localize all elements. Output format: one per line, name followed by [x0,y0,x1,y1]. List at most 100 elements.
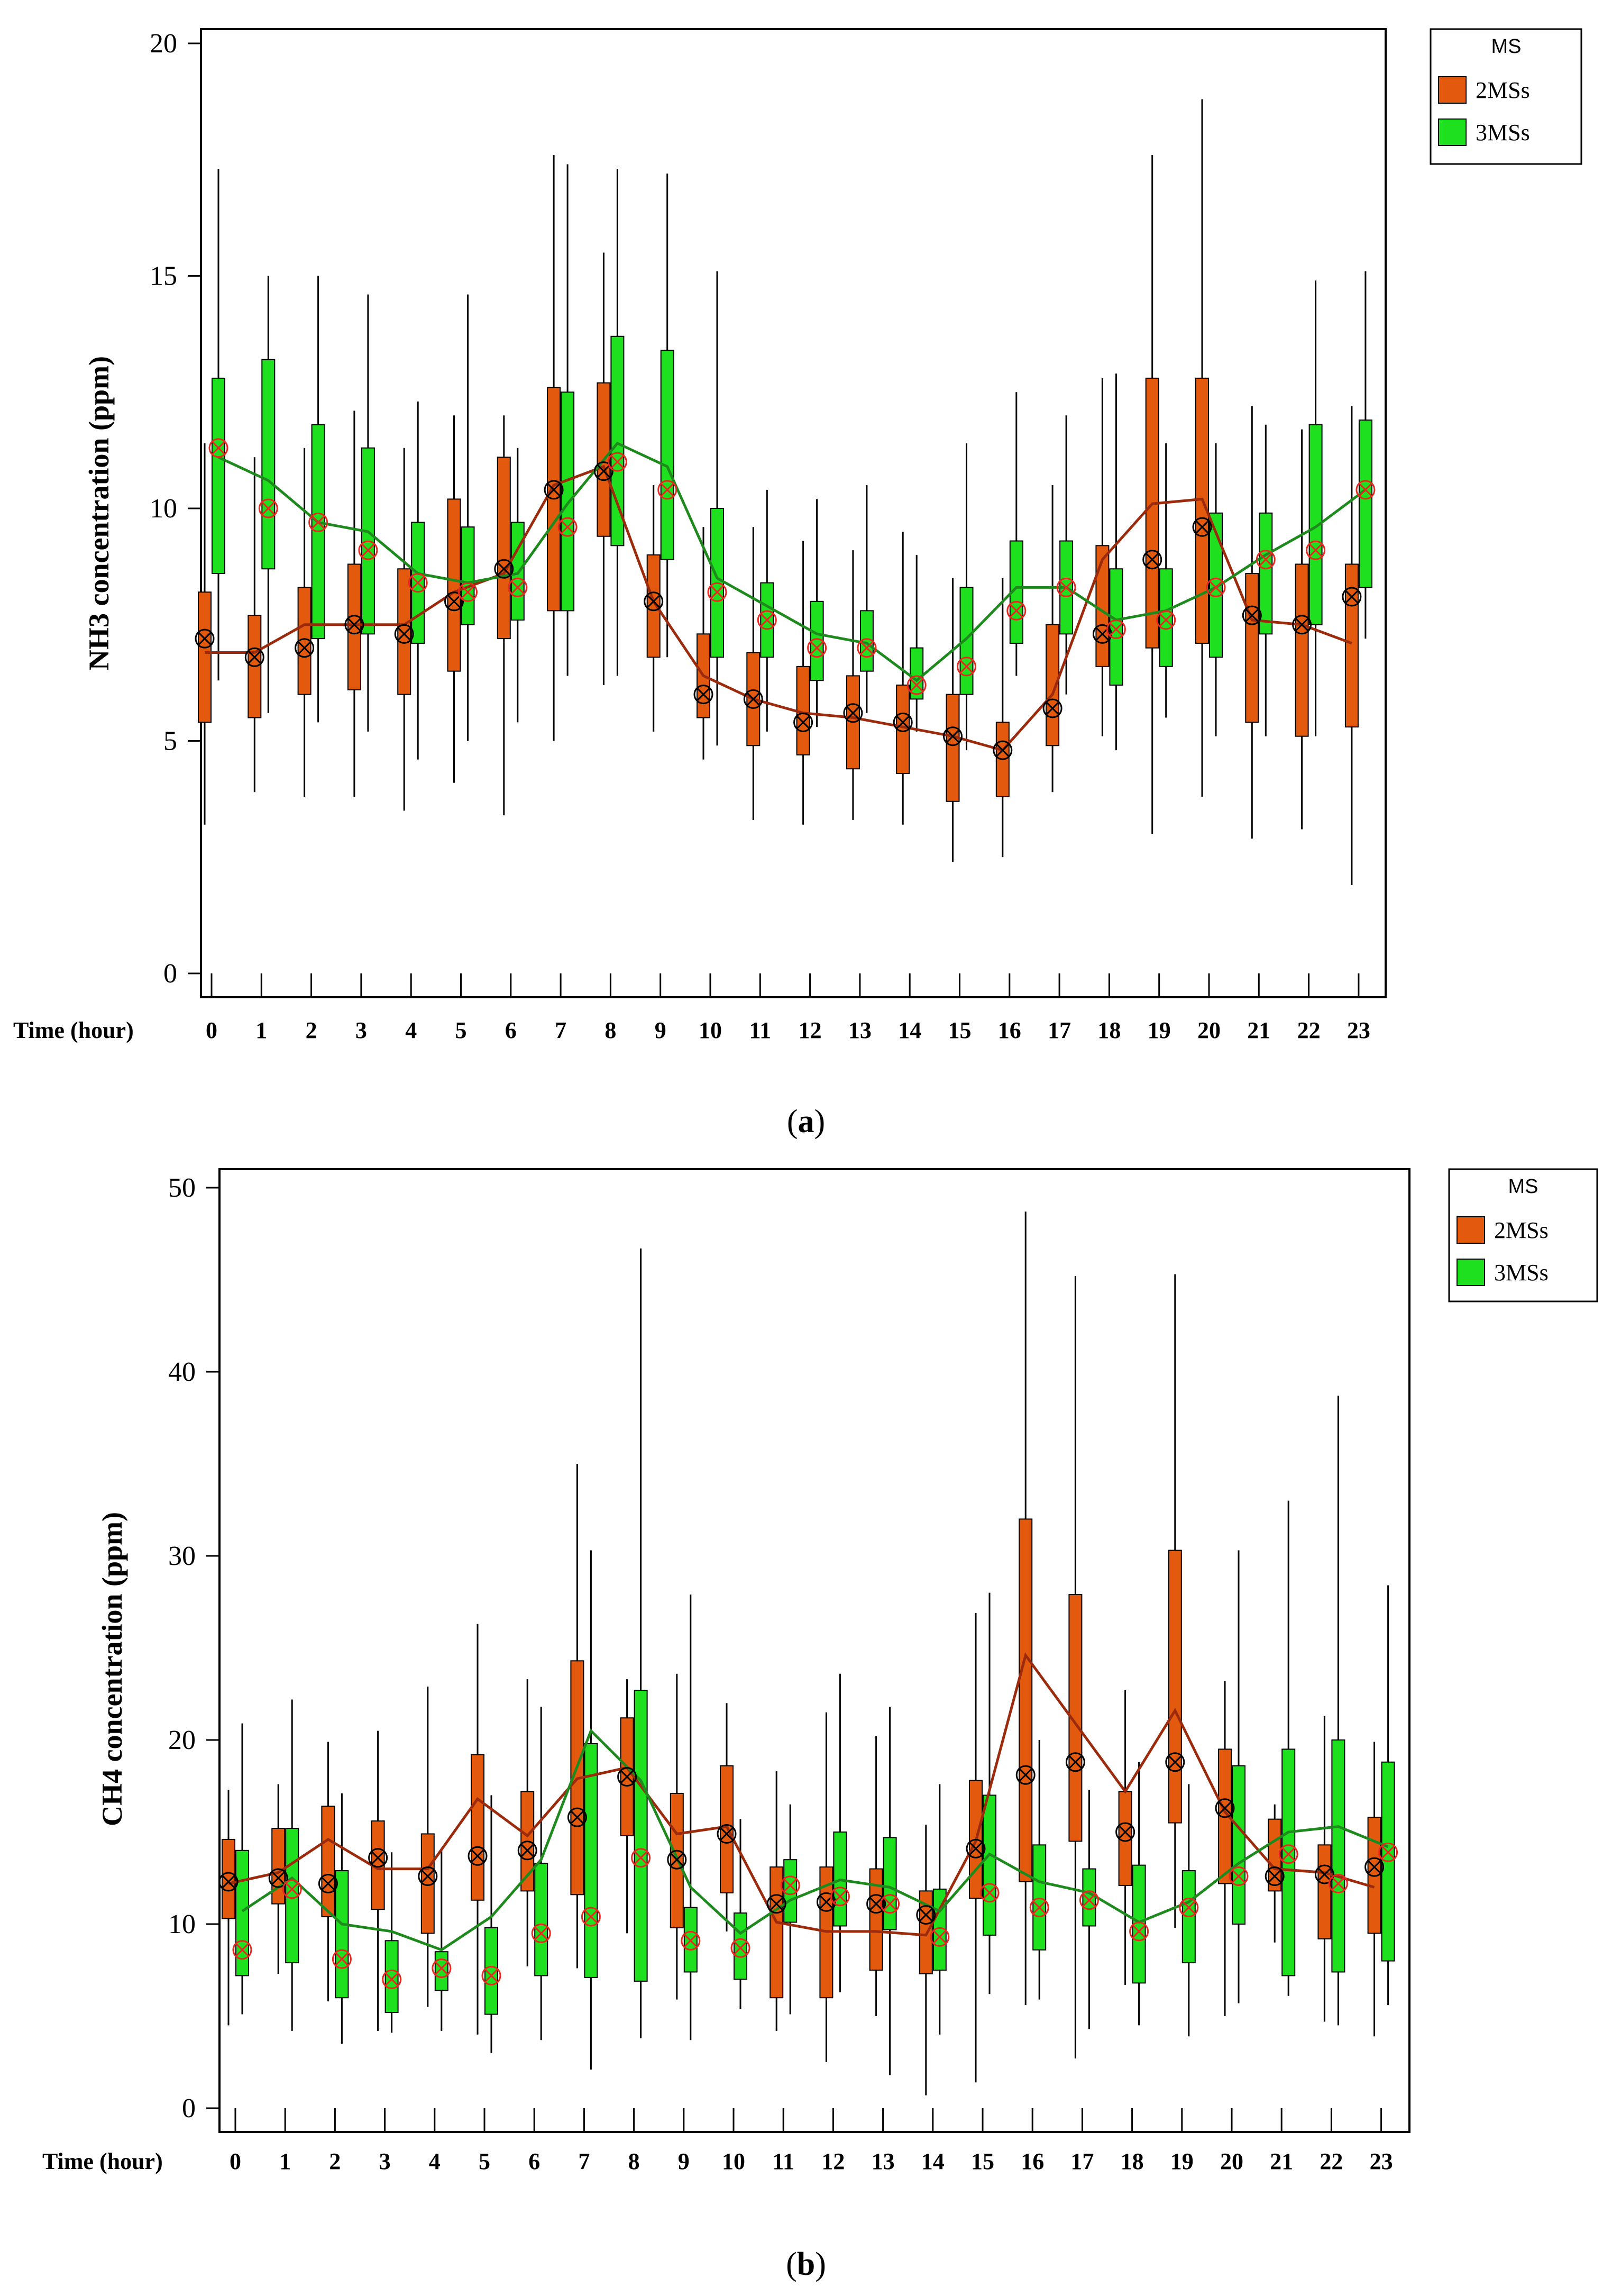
panel-b-box-3mss [285,1828,299,1964]
panel-b-mean-marker-3mss [1229,1866,1249,1887]
panel-b-mean-marker-2mss [567,1807,587,1827]
panel-b-mean-marker-2mss [667,1849,687,1870]
panel-b-box-2mss [1068,1594,1083,1842]
panel-a-x-axis: 0 1 2 3 4 5 6 7 8 9 10 11 12 13 14 15 16 17 18 19 20 21 22 23 [206,973,1370,1043]
panel-b-mean-marker-3mss [232,1940,252,1960]
panel-b-plot-frame [218,1168,1410,2133]
panel-a-x-tick-label: 23 [1347,1017,1370,1043]
panel-b-box-3mss [1032,1844,1047,1951]
panel-b-mean-marker-3mss [780,1875,800,1896]
panel-b-mean-marker-2mss [866,1894,886,1914]
panel-a-mean-marker-2mss [295,638,315,658]
panel-b-box-2mss [1317,1844,1332,1939]
panel-a-caption-close: ) [814,1104,826,1140]
panel-b-x-tick-label: 21 [1270,2148,1293,2174]
panel-b-mean-marker-2mss [318,1873,338,1893]
panel-b-median-line-2mss [228,1652,1375,1937]
panel-a-mean-marker-3mss [1206,577,1226,597]
panel-a-x-tick-label: 19 [1148,1017,1171,1043]
panel-b-median-line-3mss [241,1728,1389,1952]
panel-a-y-axis: 0 5 10 15 20 [150,29,201,989]
panel-b-mean-marker-3mss [880,1894,900,1914]
panel-a-x-tick-label: 8 [604,1017,616,1043]
panel-b-mean-marker-2mss [268,1868,288,1888]
panel-a-box-2mss [1145,377,1159,649]
panel-b-legend: MS 2MSs 3MSs [1448,1168,1598,1302]
panel-b-x-axis-title: Time (hour) [42,2148,163,2174]
panel-a-x-tick-label: 0 [206,1017,217,1043]
panel-a-x-tick-label: 17 [1048,1017,1071,1043]
panel-a-y-tick-label: 15 [150,261,177,291]
panel-a-mean-marker-2mss [344,615,364,635]
panel-b-box-2mss [620,1717,634,1836]
panel-a-mean-marker-3mss [1156,610,1176,630]
panel-b-box-3mss [783,1859,798,1923]
panel-a-x-tick-label: 4 [405,1017,417,1043]
panel-a-mean-marker-3mss [458,582,478,602]
panel-b-legend-swatch-2mss [1457,1216,1485,1244]
panel-b-caption-close: ) [815,2246,826,2282]
panel-a-mean-marker-3mss [1306,540,1326,560]
panel-a-box-3mss [1159,568,1173,667]
panel-a-box-3mss [261,359,276,570]
panel-a-x-tick-label: 3 [355,1017,367,1043]
panel-a-mean-marker-2mss [743,689,763,709]
panel-a-mean-marker-3mss [1006,600,1027,621]
panel-b-caption-letter: b [797,2246,815,2282]
panel-b-x-tick-label: 2 [329,2148,341,2174]
panel-b-legend-label-3mss: 3MSs [1494,1260,1549,1286]
panel-b-mean-marker-2mss [966,1838,986,1858]
panel-b-caption: (b) [786,2246,826,2282]
panel-b-mean-marker-3mss [432,1958,452,1979]
panel-a-mean-marker-3mss [508,577,528,597]
panel-a-mean-marker-3mss [707,582,727,602]
panel-b-box-3mss [1232,1765,1245,1925]
panel-b-mean-marker-2mss [717,1824,737,1844]
panel-a-mean-marker-3mss [906,675,927,695]
panel-b-box-3mss [734,1912,747,1980]
panel-a-mean-marker-2mss [195,628,215,649]
panel-b-mean-marker-2mss [1115,1822,1135,1842]
panel-a-y-tick-label: 10 [150,494,177,524]
panel-a-mean-marker-3mss [557,517,578,537]
panel-b-mean-marker-2mss [368,1848,388,1868]
panel-b-mean-marker-2mss [617,1767,637,1787]
panel-a-mean-marker-2mss [444,591,464,612]
panel-a-box-3mss [510,522,525,621]
panel-a-y-tick-label: 5 [163,726,177,757]
panel-a-box-2mss [1095,545,1110,667]
panel-a-mean-marker-2mss [793,712,813,732]
panel-a-box-3mss [561,391,575,612]
panel-b-mean-marker-2mss [1015,1765,1036,1785]
panel-b-mean-marker-3mss [1378,1842,1398,1862]
panel-b-y-tick-label: 20 [168,1725,196,1755]
panel-b-x-axis: 0 1 2 3 4 5 6 7 8 9 10 11 12 13 14 15 16 17 18 19 20 21 22 23 [230,2108,1393,2174]
panel-a-x-tick-label: 13 [848,1017,872,1043]
panel-b-box-2mss [222,1838,235,1919]
panel-b-box-3mss [584,1743,598,1978]
panel-b-box-2mss [321,1806,335,1918]
panel-b-y-tick-label: 30 [168,1541,196,1571]
panel-a-x-axis-title: Time (hour) [13,1017,134,1043]
panel-b-box-3mss [983,1794,996,1936]
panel-b-box-3mss [1331,1739,1345,1973]
panel-b-mean-marker-3mss [979,1883,1000,1903]
panel-b-mean-marker-3mss [1129,1921,1149,1942]
panel-b-mean-marker-2mss [418,1866,438,1887]
panel-a-mean-marker-2mss [593,461,613,481]
panel-a-x-tick-label: 2 [306,1017,317,1043]
panel-b-y-axis: 0 10 20 30 40 50 [168,1173,219,2124]
panel-a-legend-label-2mss: 2MSs [1476,77,1530,103]
panel-a-box-3mss [411,522,425,644]
panel-b-legend-swatch-3mss [1457,1259,1485,1286]
panel-a-caption-open: ( [787,1104,798,1140]
panel-b-trend-lines [228,1652,1389,1952]
panel-a-box-3mss [910,647,924,700]
panel-a-mean-marker-3mss [607,452,627,472]
panel-a-box-2mss [1295,563,1309,737]
panel-a-box-2mss [447,498,461,672]
panel-a-y-tick-label: 0 [163,959,177,989]
panel-b-box-3mss [883,1837,897,1930]
panel-a-box-2mss [497,457,511,640]
